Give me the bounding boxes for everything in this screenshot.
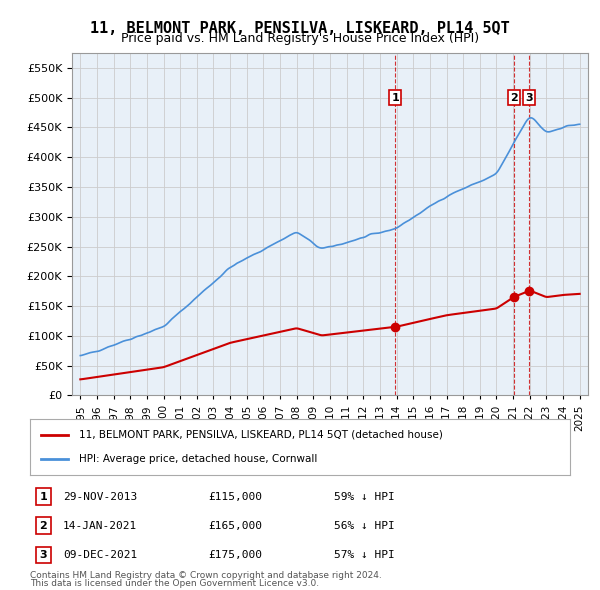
Text: 1: 1 xyxy=(40,491,47,502)
Text: £165,000: £165,000 xyxy=(208,521,262,531)
Text: 11, BELMONT PARK, PENSILVA, LISKEARD, PL14 5QT: 11, BELMONT PARK, PENSILVA, LISKEARD, PL… xyxy=(90,21,510,35)
Text: 14-JAN-2021: 14-JAN-2021 xyxy=(63,521,137,531)
Text: 2: 2 xyxy=(40,521,47,531)
Text: 29-NOV-2013: 29-NOV-2013 xyxy=(63,491,137,502)
Text: 59% ↓ HPI: 59% ↓ HPI xyxy=(334,491,395,502)
Text: 3: 3 xyxy=(40,550,47,560)
Text: This data is licensed under the Open Government Licence v3.0.: This data is licensed under the Open Gov… xyxy=(30,579,319,588)
Text: 56% ↓ HPI: 56% ↓ HPI xyxy=(334,521,395,531)
Text: 2: 2 xyxy=(510,93,518,103)
Text: 09-DEC-2021: 09-DEC-2021 xyxy=(63,550,137,560)
Text: Price paid vs. HM Land Registry's House Price Index (HPI): Price paid vs. HM Land Registry's House … xyxy=(121,32,479,45)
Text: £175,000: £175,000 xyxy=(208,550,262,560)
Text: £115,000: £115,000 xyxy=(208,491,262,502)
Text: 1: 1 xyxy=(391,93,399,103)
Text: 3: 3 xyxy=(525,93,533,103)
Text: 11, BELMONT PARK, PENSILVA, LISKEARD, PL14 5QT (detached house): 11, BELMONT PARK, PENSILVA, LISKEARD, PL… xyxy=(79,430,442,440)
Text: HPI: Average price, detached house, Cornwall: HPI: Average price, detached house, Corn… xyxy=(79,454,317,464)
Text: Contains HM Land Registry data © Crown copyright and database right 2024.: Contains HM Land Registry data © Crown c… xyxy=(30,571,382,579)
Text: 57% ↓ HPI: 57% ↓ HPI xyxy=(334,550,395,560)
